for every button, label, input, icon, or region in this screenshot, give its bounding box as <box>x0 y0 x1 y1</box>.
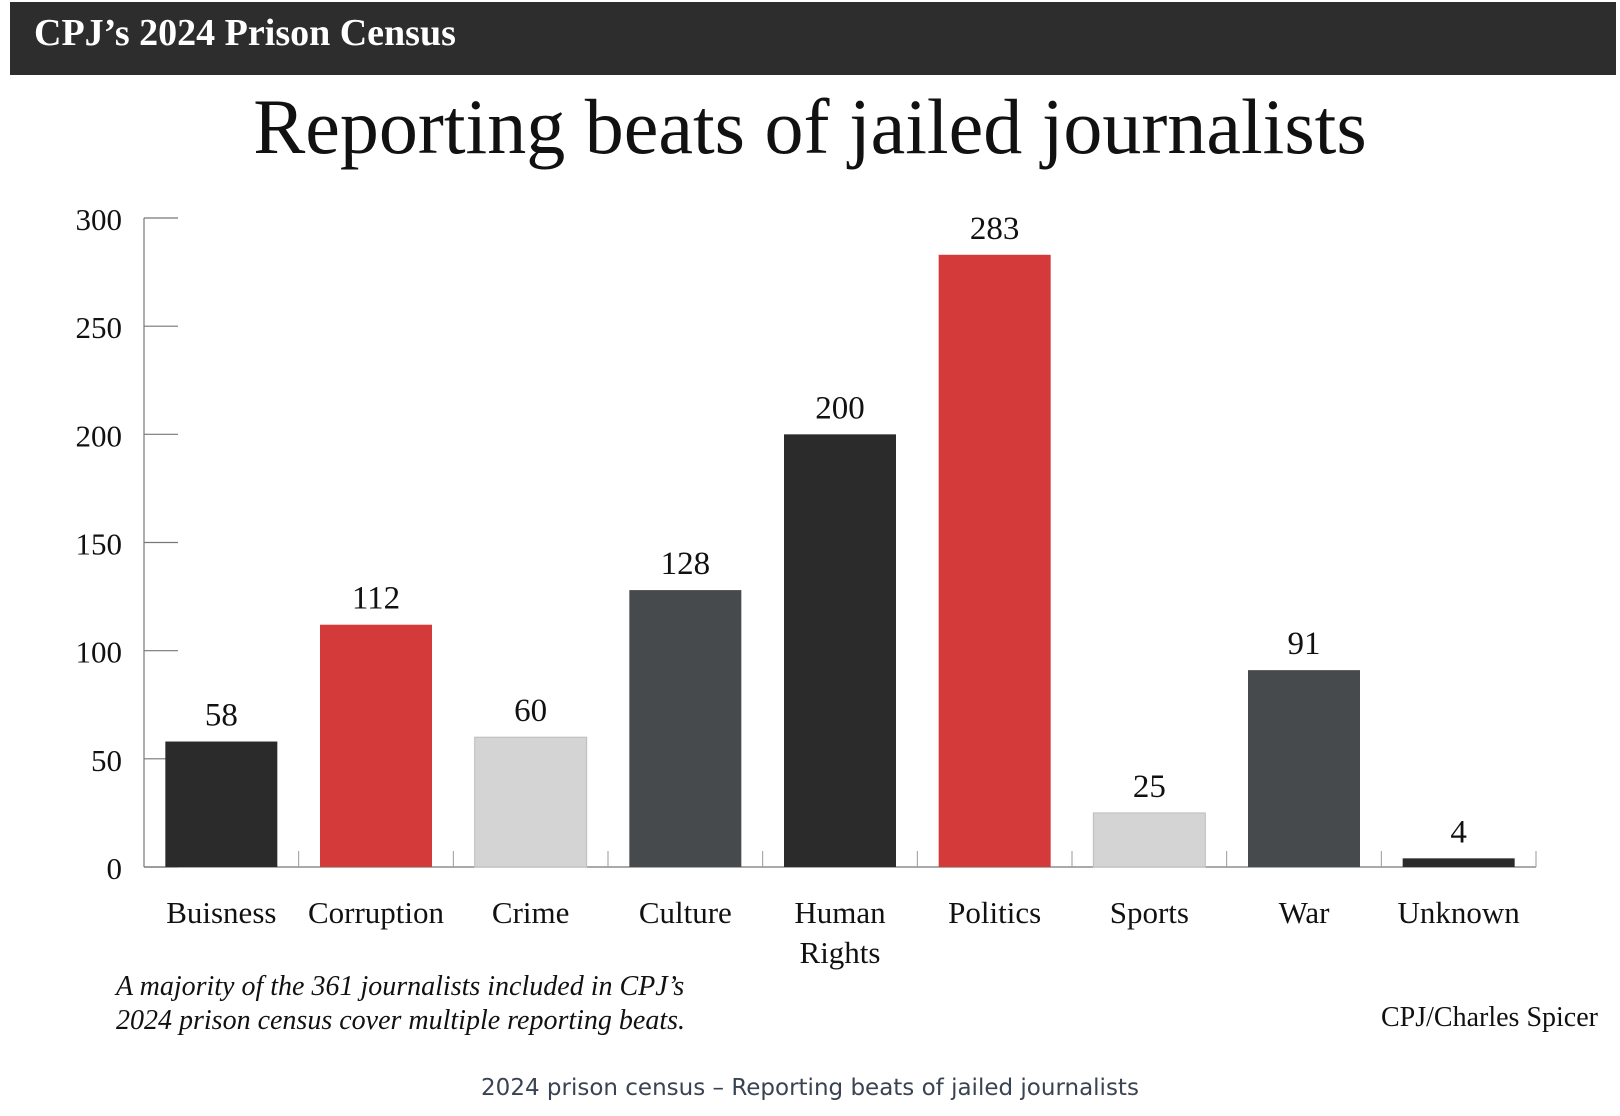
bar <box>474 736 588 868</box>
image-caption: 2024 prison census – Reporting beats of … <box>481 1075 1139 1101</box>
category-label-line: Unknown <box>1398 895 1521 930</box>
category-label-line: Buisness <box>166 895 276 930</box>
category-label-line: Human <box>794 895 886 930</box>
y-tick-label: 150 <box>76 527 123 562</box>
category-label: Unknown <box>1398 895 1521 930</box>
category-label-line: Corruption <box>308 895 445 930</box>
footnote-line: 2024 prison census cover multiple report… <box>116 1005 686 1036</box>
bar-value-label: 283 <box>970 211 1020 247</box>
bar <box>1092 812 1206 868</box>
photo-credit: CPJ/Charles Spicer <box>1381 1002 1598 1033</box>
category-label-line: Sports <box>1110 895 1189 930</box>
bar-value-label: 128 <box>661 546 711 582</box>
bar <box>1248 670 1360 867</box>
y-tick-label: 0 <box>107 851 123 886</box>
bar-value-label: 4 <box>1450 814 1467 850</box>
category-label-line: Culture <box>639 895 732 930</box>
category-label: Crime <box>492 895 570 930</box>
y-tick-label: 250 <box>76 310 123 345</box>
category-label: Politics <box>948 895 1041 930</box>
bar <box>784 434 896 867</box>
bar-value-label: 58 <box>205 698 238 734</box>
category-label: Sports <box>1110 895 1189 930</box>
category-label: Corruption <box>308 895 445 930</box>
bar-value-label: 200 <box>815 390 865 426</box>
bar <box>320 624 432 867</box>
header-bar: CPJ’s 2024 Prison Census <box>10 2 1616 75</box>
bar-value-label: 60 <box>514 693 547 729</box>
y-tick-label: 200 <box>76 418 123 453</box>
bar-value-label: 112 <box>352 581 400 617</box>
bar-value-label: 25 <box>1133 769 1166 805</box>
category-label: Human Rights <box>794 895 886 970</box>
category-label: War <box>1279 895 1331 930</box>
footnote: A majority of the 361 journalists includ… <box>116 970 685 1038</box>
category-label: Culture <box>639 895 732 930</box>
y-tick-label: 300 <box>76 202 123 237</box>
bar <box>629 590 742 867</box>
category-label: Buisness <box>166 895 276 930</box>
y-tick-label: 100 <box>76 635 123 670</box>
bar <box>938 254 1051 867</box>
category-label-line: War <box>1279 895 1331 930</box>
chart-title: Reporting beats of jailed journalists <box>253 83 1367 170</box>
category-label-line: Crime <box>492 895 570 930</box>
y-tick-label: 50 <box>91 743 122 778</box>
bar <box>1402 858 1515 867</box>
bar-value-label: 91 <box>1288 626 1321 662</box>
category-label-line: Politics <box>948 895 1041 930</box>
bar <box>165 741 278 867</box>
category-label-line: Rights <box>800 935 881 970</box>
footnote-line: A majority of the 361 journalists includ… <box>116 971 685 1002</box>
header-kicker: CPJ’s 2024 Prison Census <box>34 12 456 54</box>
